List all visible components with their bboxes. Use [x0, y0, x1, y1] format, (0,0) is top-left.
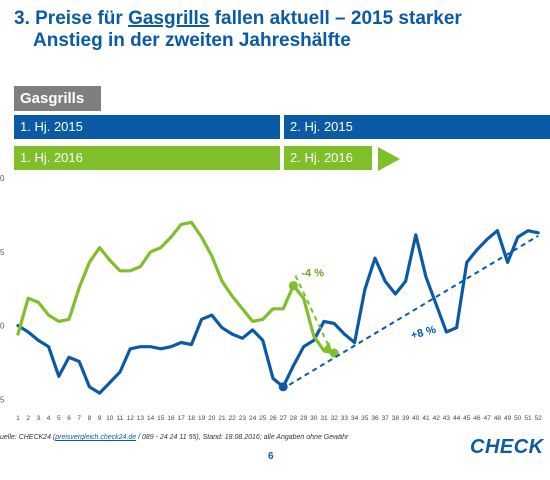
x-tick-label: 42	[433, 415, 441, 420]
x-tick-label: 12	[127, 415, 135, 420]
title-prefix: 3. Preise für	[14, 8, 129, 29]
annotation-plus: +8 %	[410, 324, 438, 342]
page-number: 6	[268, 451, 274, 462]
x-tick-label: 43	[443, 415, 451, 420]
x-tick-label: 13	[137, 415, 145, 420]
x-tick-label: 23	[239, 415, 247, 420]
x-tick-label: 38	[392, 415, 400, 420]
x-tick-label: 18	[188, 415, 196, 420]
annotation-minus: -4 %	[301, 268, 324, 280]
x-tick-label: 30	[310, 415, 318, 420]
x-tick-label: 32	[331, 415, 339, 420]
x-tick-label: 25	[259, 415, 267, 420]
x-tick-label: 9	[98, 415, 102, 420]
marker-2016-end	[329, 348, 339, 358]
source-note: uelle: CHECK24 (preisvergleich.check24.d…	[0, 434, 348, 441]
source-suffix: / 089 - 24 24 11 55), Stand: 18.08.2016;…	[136, 434, 349, 441]
x-tick-label: 40	[412, 415, 420, 420]
x-tick-label: 34	[351, 415, 359, 420]
x-tick-label: 45	[463, 415, 471, 420]
legend-h1-2016: 1. Hj. 2016	[14, 146, 280, 170]
legend-h2-2016: 2. Hj. 2016	[284, 146, 372, 170]
series-line-2016	[16, 220, 336, 355]
x-tick-label: 29	[300, 415, 308, 420]
x-tick-label: 17	[178, 415, 186, 420]
x-tick-label: 15	[157, 415, 165, 420]
legend-arrow-icon	[378, 147, 400, 171]
x-tick-label: 2	[26, 415, 30, 420]
x-tick-label: 37	[382, 415, 390, 420]
x-tick-label: 49	[504, 415, 512, 420]
y-tick-label: 0	[0, 174, 5, 183]
trend-arrowhead-2016	[323, 342, 333, 353]
x-tick-label: 22	[229, 415, 237, 420]
check24-logo: CHECK	[470, 436, 544, 458]
marker-2015-low	[278, 382, 288, 392]
x-tick-label: 16	[167, 415, 175, 420]
category-badge: Gasgrills	[14, 86, 101, 111]
title-suffix: fallen aktuell – 2015 starker	[209, 8, 462, 29]
x-tick-label: 35	[361, 415, 369, 420]
x-tick-label: 10	[106, 415, 114, 420]
x-tick-label: 19	[198, 415, 206, 420]
x-tick-label: 28	[290, 415, 298, 420]
x-tick-label: 6	[67, 415, 71, 420]
y-tick-label: 0	[0, 322, 5, 331]
trend-line-2015	[288, 234, 539, 386]
x-tick-label: 21	[218, 415, 226, 420]
x-tick-label: 33	[341, 415, 349, 420]
title-line2: Anstieg in der zweiten Jahreshälfte	[33, 30, 351, 51]
x-tick-label: 24	[249, 415, 257, 420]
x-tick-label: 27	[280, 415, 288, 420]
source-link[interactable]: preisvergleich.check24.de	[55, 434, 137, 441]
x-tick-label: 20	[208, 415, 216, 420]
x-tick-label: 50	[514, 415, 522, 420]
x-tick-label: 47	[484, 415, 492, 420]
y-tick-label: 5	[0, 248, 5, 257]
legend-h1-2015: 1. Hj. 2015	[14, 115, 280, 139]
x-tick-label: 41	[422, 415, 430, 420]
trend-line-2016	[294, 275, 332, 350]
x-tick-label: 44	[453, 415, 461, 420]
x-tick-label: 8	[88, 415, 92, 420]
x-tick-label: 52	[535, 415, 543, 420]
x-tick-label: 48	[494, 415, 502, 420]
title-highlight: Gasgrills	[128, 8, 210, 29]
x-tick-label: 5	[57, 415, 61, 420]
x-tick-label: 46	[473, 415, 481, 420]
x-tick-label: 26	[269, 415, 277, 420]
y-tick-label: 5	[0, 395, 5, 404]
x-tick-label: 39	[402, 415, 410, 420]
x-tick-label: 1	[16, 415, 20, 420]
marker-2016-high	[288, 281, 298, 291]
page-title: 3. Preise für Gasgrills fallen aktuell –…	[14, 8, 544, 52]
x-tick-label: 7	[77, 415, 81, 420]
x-tick-label: 4	[47, 415, 51, 420]
x-tick-label: 11	[117, 415, 124, 420]
series-line-2015	[16, 229, 540, 395]
x-tick-label: 31	[320, 415, 328, 420]
x-tick-label: 14	[147, 415, 155, 420]
x-tick-label: 36	[371, 415, 379, 420]
x-tick-label: 51	[524, 415, 532, 420]
x-tick-label: 3	[37, 415, 41, 420]
legend-h2-2015: 2. Hj. 2015	[284, 115, 550, 139]
source-prefix: uelle: CHECK24 (	[0, 434, 56, 441]
